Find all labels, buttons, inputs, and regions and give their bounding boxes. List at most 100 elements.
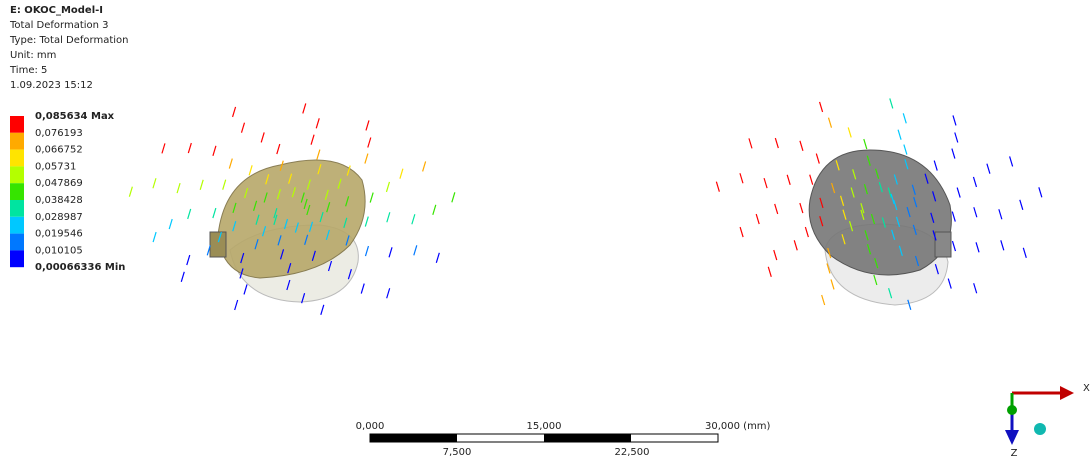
vector-arrow <box>898 130 901 140</box>
vector-arrow <box>187 255 190 265</box>
legend-swatch <box>10 217 24 234</box>
vector-arrow <box>213 146 216 156</box>
vector-arrow <box>805 227 808 237</box>
vector-arrow <box>365 154 368 164</box>
header-line: Type: Total Deformation <box>9 35 129 46</box>
vector-arrow <box>365 217 368 227</box>
vector-arrow <box>249 165 252 175</box>
vector-arrow <box>366 120 369 130</box>
vector-arrow <box>177 183 180 193</box>
vector-arrow <box>800 203 803 213</box>
vector-arrow <box>749 138 752 148</box>
scale-bar <box>370 434 718 442</box>
vector-arrow <box>233 107 236 117</box>
vector-arrow <box>244 284 247 294</box>
vector-arrow <box>317 150 320 160</box>
vector-arrow <box>241 123 244 133</box>
vector-arrow <box>277 144 280 154</box>
vector-arrow <box>129 187 132 197</box>
vector-arrow <box>229 159 232 169</box>
legend-swatch <box>10 200 24 217</box>
vector-arrow <box>386 182 389 192</box>
vector-arrow <box>1023 248 1026 258</box>
scale-label: 0,000 <box>356 421 385 432</box>
vector-arrow <box>153 232 156 242</box>
scale-label: 15,000 <box>527 421 562 432</box>
vector-arrow <box>953 115 956 125</box>
vector-arrow <box>303 103 306 113</box>
vector-arrow <box>957 188 960 198</box>
vector-arrow <box>828 118 831 128</box>
vector-arrow <box>774 250 777 260</box>
axis-triad <box>1005 386 1074 445</box>
legend-swatch <box>10 150 24 167</box>
axis-label: Z <box>1011 448 1018 459</box>
legend-swatch <box>10 133 24 150</box>
scale-label: 22,500 <box>615 447 650 458</box>
vector-arrow <box>188 209 191 219</box>
vector-arrow <box>974 207 977 217</box>
vector-arrow <box>794 240 797 250</box>
vector-arrow <box>153 178 156 188</box>
vector-arrow <box>412 214 415 224</box>
vector-arrow <box>716 182 719 192</box>
vector-arrow <box>414 245 417 255</box>
header-line: Time: 5 <box>9 65 47 76</box>
vector-arrow <box>188 143 191 153</box>
vector-arrow <box>775 204 778 214</box>
vector-arrow <box>1020 200 1023 210</box>
legend-label: 0,076193 <box>35 128 83 139</box>
vector-arrow <box>952 241 955 251</box>
legend-swatch <box>10 166 24 183</box>
vector-arrow <box>223 180 226 190</box>
legend-label: 0,028987 <box>35 212 83 223</box>
vector-arrow <box>934 161 937 171</box>
vector-arrow <box>848 127 851 137</box>
vector-arrow <box>169 219 172 229</box>
vector-arrow <box>387 288 390 298</box>
vector-arrow <box>181 272 184 282</box>
vector-arrow <box>387 212 390 222</box>
vector-arrow <box>768 267 771 277</box>
legend-swatch <box>10 116 24 133</box>
vector-arrow <box>952 149 955 159</box>
legend-label: 0,038428 <box>35 195 83 206</box>
vector-arrow <box>316 118 319 128</box>
legend-swatch <box>10 250 24 267</box>
vector-arrow <box>831 279 834 289</box>
legend-label: 0,05731 <box>35 161 76 172</box>
vector-arrow <box>955 133 958 143</box>
legend-label: 0,066752 <box>35 145 83 156</box>
vector-arrow <box>423 161 426 171</box>
vector-arrow <box>365 246 368 256</box>
axis-label: X <box>1083 383 1090 394</box>
vector-arrow <box>740 227 743 237</box>
scale-label: 7,500 <box>443 447 472 458</box>
vector-arrow <box>1039 187 1042 197</box>
legend-swatch <box>10 234 24 251</box>
vector-arrow <box>890 98 893 108</box>
vector-arrow <box>400 169 403 179</box>
header-line: Total Deformation 3 <box>9 20 109 31</box>
vector-arrow <box>261 132 264 142</box>
legend-label: 0,019546 <box>35 229 83 240</box>
vector-arrow <box>948 279 951 289</box>
vector-arrow <box>820 102 823 112</box>
vector-arrow <box>775 138 778 148</box>
vector-arrow <box>389 247 392 257</box>
vector-arrow <box>213 208 216 218</box>
vector-arrow <box>810 175 813 185</box>
vector-arrow <box>764 178 767 188</box>
vector-arrow <box>756 214 759 224</box>
header-line: 1.09.2023 15:12 <box>10 80 93 91</box>
vector-arrow <box>321 305 324 315</box>
vector-arrow <box>200 180 203 190</box>
vector-arrow <box>436 253 439 263</box>
legend-label: 0,047869 <box>35 178 83 189</box>
vector-arrow <box>452 192 455 202</box>
legend-label: 0,085634 Max <box>35 111 115 122</box>
legend-label: 0,00066336 Min <box>35 262 125 273</box>
vector-arrow <box>368 138 371 148</box>
vector-arrow <box>361 284 364 294</box>
vector-arrow <box>864 139 867 149</box>
